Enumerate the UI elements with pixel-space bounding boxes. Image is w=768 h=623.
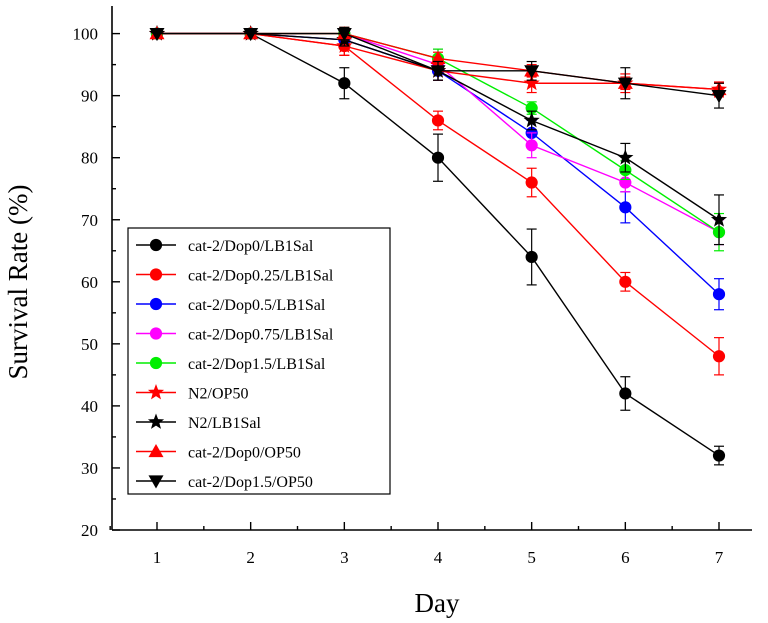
- data-point: [431, 114, 445, 127]
- data-point: [617, 77, 633, 91]
- data-point: [338, 77, 351, 90]
- y-tick-label: 40: [81, 397, 98, 416]
- x-axis-title: Day: [415, 588, 460, 618]
- data-point: [712, 350, 726, 363]
- legend-marker: [148, 444, 164, 458]
- legend: cat-2/Dop0/LB1Sal cat-2/Dop0.25/LB1Sal cat…: [127, 227, 391, 495]
- y-tick-label: 30: [81, 459, 98, 478]
- legend-item: cat-2/Dop1.5/LB1Sal: [136, 356, 326, 373]
- y-tick-label: 80: [81, 149, 98, 168]
- data-point: [712, 288, 726, 301]
- legend-item: cat-2/Dop0/OP50: [136, 444, 301, 462]
- x-tick-label: 2: [246, 548, 255, 567]
- legend-item: cat-2/Dop0.5/LB1Sal: [136, 297, 326, 314]
- x-tick-label: 6: [621, 548, 630, 567]
- data-point: [430, 50, 446, 65]
- legend-item: N2/OP50: [136, 384, 248, 403]
- y-tick-label: 100: [73, 25, 99, 44]
- data-point: [523, 111, 540, 128]
- y-tick-label: 60: [81, 273, 98, 292]
- y-tick-label: 90: [81, 87, 98, 106]
- axes: 20 30 40 50 60 70 80 90 100 1 2 3 4 5 6 7: [73, 6, 752, 567]
- data-point: [712, 449, 726, 462]
- data-point: [619, 201, 632, 214]
- data-point: [523, 74, 540, 91]
- legend-item: cat-2/Dop0.75/LB1Sal: [136, 327, 334, 344]
- data-point: [243, 27, 259, 42]
- x-tick-label: 1: [153, 548, 162, 567]
- legend-marker: [147, 384, 165, 400]
- legend-label: cat-2/Dop1.5/LB1Sal: [188, 356, 326, 373]
- data-point: [524, 65, 540, 79]
- legend-label: cat-2/Dop1.5/OP50: [188, 474, 313, 491]
- legend-marker: [149, 238, 163, 252]
- plot-area: [148, 25, 728, 466]
- legend-label: cat-2/Dop0/LB1Sal: [188, 238, 314, 255]
- x-tick-label: 3: [340, 548, 349, 567]
- legend-label: cat-2/Dop0.5/LB1Sal: [188, 297, 326, 314]
- y-tick-label: 20: [81, 521, 98, 540]
- legend-label: cat-2/Dop0.25/LB1Sal: [188, 268, 334, 285]
- data-point: [430, 65, 446, 79]
- data-point: [525, 139, 538, 152]
- data-point: [336, 27, 352, 42]
- data-point: [619, 275, 632, 288]
- y-axis-title: Survival Rate (%): [3, 185, 33, 380]
- data-point: [431, 151, 445, 164]
- data-point: [617, 149, 634, 165]
- data-point: [711, 90, 727, 104]
- legend-marker: [149, 356, 163, 370]
- data-point: [149, 27, 165, 42]
- legend-item: cat-2/Dop1.5/OP50: [136, 474, 313, 491]
- legend-item: cat-2/Dop0.25/LB1Sal: [136, 268, 334, 285]
- y-tick-label: 70: [81, 211, 98, 230]
- legend-marker: [147, 413, 165, 429]
- data-point: [710, 211, 728, 227]
- legend-label: N2/OP50: [188, 386, 248, 403]
- legend-marker: [148, 475, 164, 489]
- x-tick-label: 5: [527, 548, 536, 567]
- legend-box: [127, 227, 391, 495]
- legend-marker: [149, 297, 163, 311]
- legend-item: N2/LB1Sal: [136, 413, 261, 432]
- data-point: [525, 250, 538, 264]
- legend-label: cat-2/Dop0/OP50: [188, 445, 301, 462]
- legend-item: cat-2/Dop0/LB1Sal: [136, 238, 314, 255]
- legend-marker: [149, 327, 163, 340]
- y-tick-label: 50: [81, 335, 98, 354]
- legend-label: N2/LB1Sal: [188, 415, 261, 432]
- x-tick-label: 7: [715, 548, 724, 567]
- x-tick-label: 4: [434, 548, 443, 567]
- legend-marker: [149, 268, 163, 281]
- data-point: [619, 387, 632, 400]
- legend-label: cat-2/Dop0.75/LB1Sal: [188, 327, 334, 344]
- data-point: [525, 176, 538, 189]
- series-9: [149, 26, 727, 109]
